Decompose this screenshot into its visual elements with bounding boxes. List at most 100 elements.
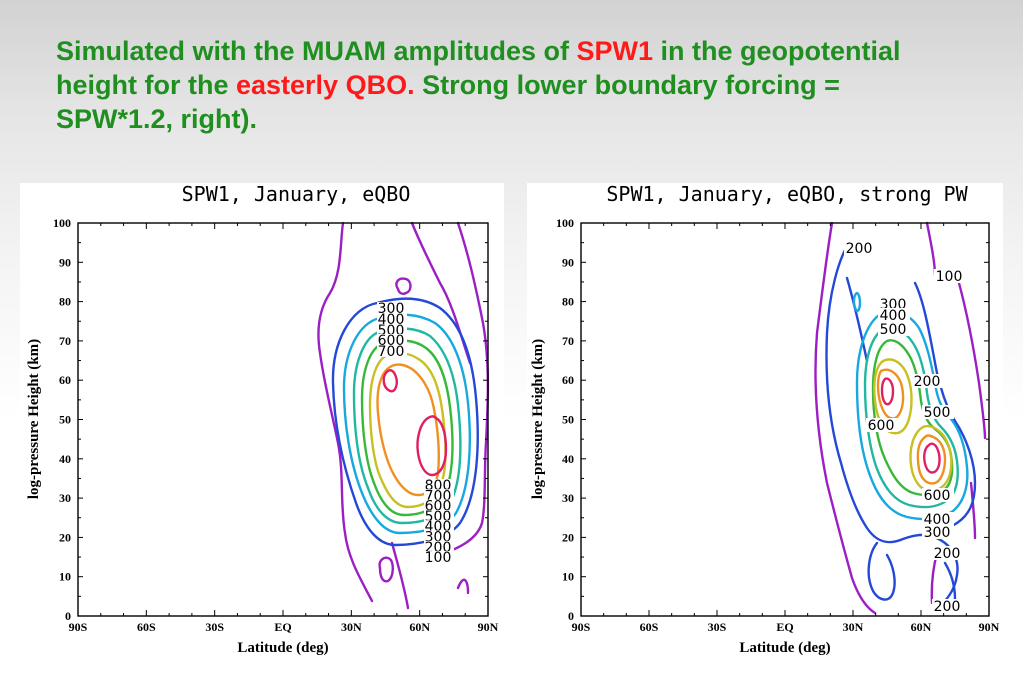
x-tick-label: 60S — [137, 620, 156, 634]
contour-800-lower-max — [416, 415, 448, 477]
slide-title: Simulated with the MUAM amplitudes of SP… — [56, 34, 956, 136]
contour-300 — [855, 310, 969, 521]
contour-100-top — [410, 221, 472, 365]
tick-marks-left — [77, 222, 489, 617]
contour-100-outer — [317, 221, 490, 603]
contour-200-lower — [867, 541, 957, 601]
y-tick-label: 40 — [562, 452, 574, 466]
y-tick-label: 60 — [59, 373, 71, 387]
contour-label: 700 — [378, 344, 405, 360]
y-tick-label: 100 — [53, 216, 71, 230]
contour-label: 100 — [936, 269, 963, 285]
contour-label-bg — [377, 345, 407, 357]
contour-label-bg — [878, 322, 910, 336]
contour-label: 200 — [934, 599, 961, 615]
contour-label-bg — [922, 488, 954, 502]
x-tick-label: 90N — [478, 620, 499, 634]
contour-label: 200 — [934, 546, 961, 562]
y-tick-labels-right: 0 10 20 30 40 50 60 70 80 90 100 — [556, 216, 574, 623]
contour-label: 600 — [924, 488, 951, 504]
title-highlight-spw1: SPW1 — [576, 36, 654, 66]
y-tick-label: 10 — [59, 570, 71, 584]
tick-marks-right — [580, 222, 990, 617]
chart-panel-right: SPW1, January, eQBO, strong PW 0 10 20 30 40… — [527, 182, 1003, 670]
contour-600-upper — [873, 358, 913, 435]
contour-800-lower-max — [923, 442, 941, 474]
contour-label-bg — [934, 269, 966, 283]
contour-600-lower — [909, 424, 953, 493]
contour-800-upper-max — [382, 369, 398, 393]
contour-800-upper-max — [880, 377, 895, 406]
y-tick-label: 20 — [562, 530, 574, 544]
contour-label-bg — [424, 530, 454, 543]
contour-label-bg — [932, 599, 964, 613]
x-tick-label: 30N — [843, 620, 864, 634]
title-highlight-easterly-qbo: easterly QBO. — [235, 70, 415, 100]
contour-label-bg — [922, 525, 954, 539]
x-tick-label: 90S — [572, 620, 591, 634]
contour-label-bg — [922, 512, 954, 526]
y-tick-label: 90 — [562, 255, 574, 269]
plot-title: SPW1, January, eQBO — [182, 183, 411, 206]
title-text-1: Simulated with the MUAM amplitudes of — [56, 36, 577, 66]
contour-100-lower — [390, 541, 410, 610]
y-tick-label: 80 — [562, 295, 574, 309]
contour-label-bg — [922, 405, 954, 419]
contour-300-small — [852, 291, 862, 313]
contour-100-bottom-right — [456, 578, 470, 595]
contour-label-bg — [377, 313, 407, 325]
plot-title: SPW1, January, eQBO, strong PW — [606, 183, 968, 206]
y-tick-label: 0 — [65, 609, 71, 623]
x-tick-labels-right: 90S 60S 30S EQ 30N 60N 90N — [572, 620, 1000, 634]
contour-label-bg — [424, 479, 454, 491]
chart-panel-left: SPW1, January, eQBO 0 10 20 30 40 50 60 70 80 90 1… — [20, 182, 504, 670]
contour-label: 400 — [880, 308, 907, 324]
contour-label: 300 — [924, 525, 951, 541]
y-tick-labels-left: 0 10 20 30 40 50 60 70 80 90 100 — [53, 216, 71, 623]
contour-lines — [317, 221, 490, 610]
contour-label-bg — [932, 546, 964, 560]
contour-label-bg — [377, 302, 407, 314]
contour-label-bg — [424, 551, 454, 564]
contour-label-bg — [424, 499, 454, 512]
contour-700-lower — [916, 434, 947, 485]
contour-100-small-bottom — [378, 556, 394, 583]
y-tick-label: 70 — [562, 334, 574, 348]
x-tick-label: 60N — [409, 620, 430, 634]
contour-label: 200 — [914, 374, 941, 390]
contour-label-bg — [912, 374, 944, 388]
y-tick-label: 10 — [562, 570, 574, 584]
contour-label: 400 — [924, 512, 951, 528]
y-tick-label: 100 — [556, 216, 574, 230]
x-tick-label: EQ — [274, 620, 291, 634]
y-tick-label: 30 — [562, 491, 574, 505]
contour-label-bg — [377, 334, 407, 346]
x-axis-label: Latitude (deg) — [237, 640, 328, 656]
contour-label: 500 — [924, 405, 951, 421]
contour-label-bg — [377, 324, 407, 336]
contour-label-bg — [424, 509, 454, 522]
contour-label: 500 — [880, 322, 907, 338]
y-tick-label: 80 — [59, 295, 71, 309]
x-tick-labels-left: 90S 60S 30S EQ 30N 60N 90N — [69, 620, 499, 634]
y-tick-label: 90 — [59, 255, 71, 269]
contour-label-bg — [878, 297, 910, 311]
y-tick-label: 50 — [59, 413, 71, 427]
y-tick-label: 60 — [562, 373, 574, 387]
contour-label: 100 — [425, 550, 452, 566]
contour-label-bg — [424, 520, 454, 533]
contour-label-bg — [844, 241, 876, 255]
y-tick-label: 0 — [568, 609, 574, 623]
x-tick-label: 30S — [708, 620, 727, 634]
contour-200-outer — [825, 241, 977, 611]
x-tick-label: EQ — [776, 620, 793, 634]
contour-plot-left: SPW1, January, eQBO 0 10 20 30 40 50 60 70 80 90 1… — [26, 182, 499, 656]
x-axis-label: Latitude (deg) — [739, 640, 830, 656]
y-tick-label: 20 — [59, 530, 71, 544]
title-text-2: in the geopotential height for the — [56, 36, 901, 100]
contour-label-bg — [878, 308, 910, 322]
y-tick-label: 50 — [562, 413, 574, 427]
x-tick-label: 90N — [979, 620, 1000, 634]
